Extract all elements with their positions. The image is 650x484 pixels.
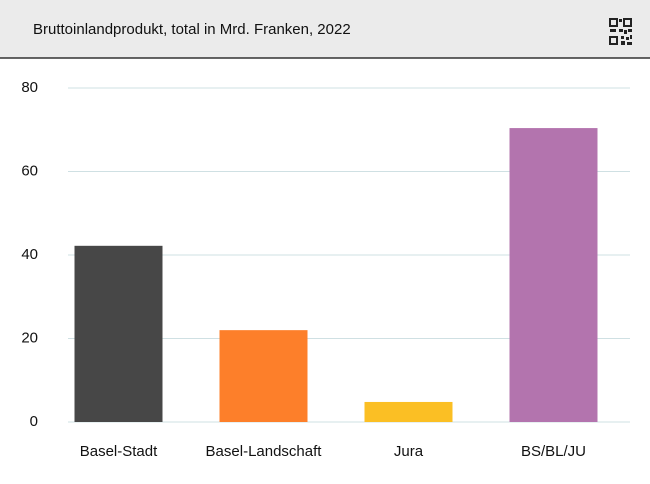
chart-title: Bruttoinlandprodukt, total in Mrd. Frank… [33,21,351,38]
x-tick-label: Basel-Stadt [80,443,158,460]
qr-icon [609,18,632,45]
bar [219,330,308,422]
y-tick-label: 40 [21,246,38,263]
header-bar [0,0,650,58]
bar [74,245,163,422]
x-tick-label: BS/BL/JU [521,443,586,460]
x-tick-label: Basel-Landschaft [206,443,323,460]
y-tick-label: 20 [21,329,38,346]
y-tick-label: 0 [30,413,38,430]
y-tick-label: 60 [21,162,38,179]
x-tick-label: Jura [394,443,424,460]
y-tick-label: 80 [21,79,38,96]
bar [364,401,453,422]
bar [509,128,598,422]
